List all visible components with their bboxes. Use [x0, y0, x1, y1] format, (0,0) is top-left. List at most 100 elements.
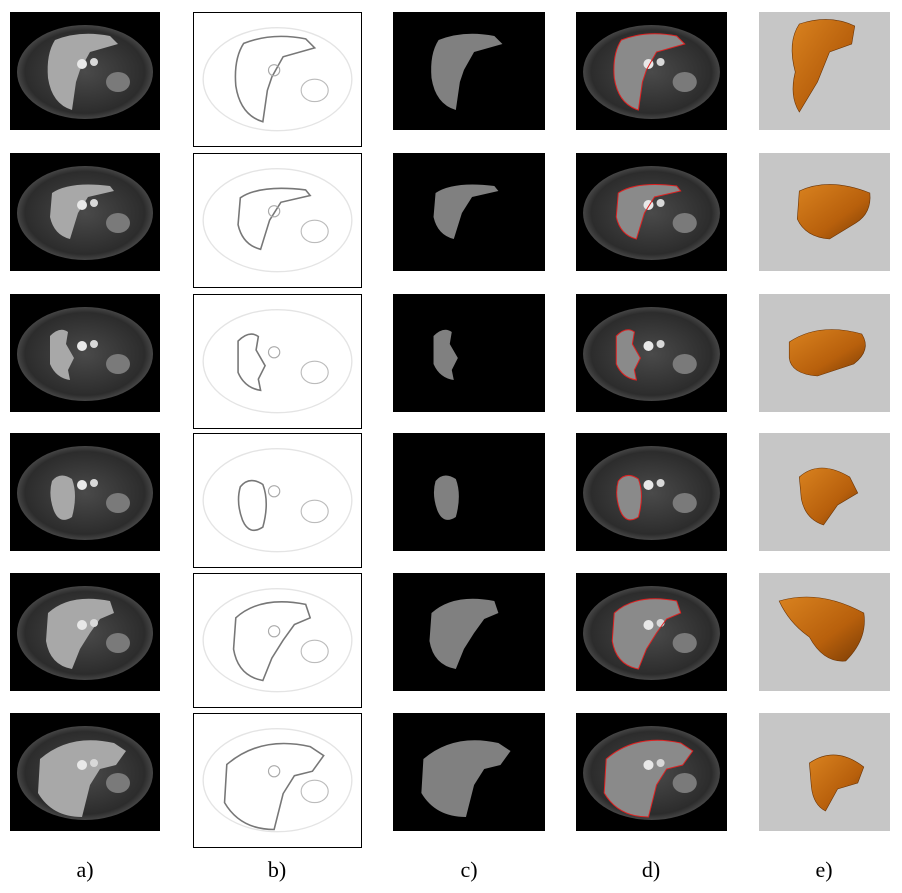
scan — [17, 446, 153, 540]
scan — [583, 166, 720, 260]
image-grid — [10, 12, 890, 848]
vessel — [77, 341, 87, 351]
liver-segment — [421, 740, 511, 817]
vessel — [90, 759, 98, 767]
body — [583, 307, 720, 401]
liver-edge — [237, 187, 312, 251]
organ — [672, 354, 697, 374]
body-edge — [202, 448, 353, 553]
background — [193, 294, 362, 429]
scan — [17, 307, 153, 401]
liver-3d — [798, 467, 859, 526]
vessel — [656, 58, 665, 66]
liver — [604, 740, 693, 817]
contour — [611, 598, 682, 670]
image-panel — [10, 12, 160, 130]
vessel — [643, 341, 654, 351]
organ — [106, 633, 130, 653]
column-label: c) — [460, 857, 477, 882]
background — [393, 153, 545, 271]
vessel — [77, 620, 87, 630]
liver-segment — [429, 598, 499, 669]
organ-edge — [300, 639, 329, 664]
mask — [431, 33, 503, 110]
liver-segment — [431, 33, 503, 110]
image-panel — [759, 713, 890, 831]
mask — [433, 184, 499, 239]
scan — [583, 586, 720, 680]
image-panel — [193, 573, 362, 708]
image-panel — [759, 433, 890, 551]
scan — [17, 25, 153, 119]
edges — [202, 27, 353, 132]
organ-edge — [300, 779, 329, 804]
liver — [612, 598, 681, 669]
liver-edge — [237, 333, 267, 392]
liver-segment — [433, 329, 458, 380]
column-label: e) — [815, 857, 832, 882]
vessel-edge — [267, 625, 281, 638]
mask — [433, 475, 459, 520]
contour — [615, 184, 682, 240]
image-panel — [576, 573, 727, 691]
background — [193, 573, 362, 708]
image-panel — [576, 713, 727, 831]
liver — [616, 475, 642, 520]
body-edge — [202, 168, 353, 273]
vessel-edge — [267, 64, 281, 77]
contour — [616, 475, 642, 521]
image-panel — [576, 294, 727, 412]
contour — [603, 739, 694, 818]
image-panel — [193, 433, 362, 568]
scan — [17, 586, 153, 680]
mask — [433, 329, 458, 380]
edges — [202, 168, 353, 273]
organ — [672, 72, 697, 92]
liver-edge — [234, 35, 317, 123]
liver — [50, 329, 74, 380]
vessel — [77, 59, 87, 69]
body — [17, 166, 153, 260]
liver-edge — [237, 479, 268, 532]
body-edge — [202, 27, 353, 132]
organ — [672, 773, 697, 793]
vessel — [90, 340, 98, 348]
vessel-edge — [267, 485, 281, 498]
image-panel — [759, 153, 890, 271]
background — [193, 433, 362, 568]
image-panel — [393, 294, 545, 412]
image-panel — [193, 713, 362, 848]
organ — [672, 213, 697, 233]
body — [583, 166, 720, 260]
image-panel — [576, 433, 727, 551]
column-label: b) — [268, 857, 286, 882]
mask — [421, 740, 511, 817]
image-panel — [10, 153, 160, 271]
background — [193, 12, 362, 147]
vessel — [90, 58, 98, 66]
edges — [202, 588, 353, 693]
image-panel — [393, 573, 545, 691]
liver-3d — [791, 19, 856, 113]
image-panel — [393, 713, 545, 831]
organ-edge — [300, 360, 329, 385]
vessel — [643, 760, 654, 770]
image-panel — [193, 294, 362, 429]
vessel-edge — [267, 765, 281, 778]
image-panel — [393, 153, 545, 271]
organ — [672, 633, 697, 653]
body — [17, 446, 153, 540]
image-panel — [393, 12, 545, 130]
vessel — [643, 480, 654, 490]
organ — [106, 493, 130, 513]
liver — [46, 598, 114, 669]
background — [193, 713, 362, 848]
organ — [672, 493, 697, 513]
body-edge — [202, 588, 353, 693]
vessel — [77, 480, 87, 490]
column-label: a) — [76, 857, 93, 882]
vessel — [656, 199, 665, 207]
vessel-edge — [267, 205, 281, 218]
scan — [17, 726, 153, 820]
vessel — [656, 340, 665, 348]
